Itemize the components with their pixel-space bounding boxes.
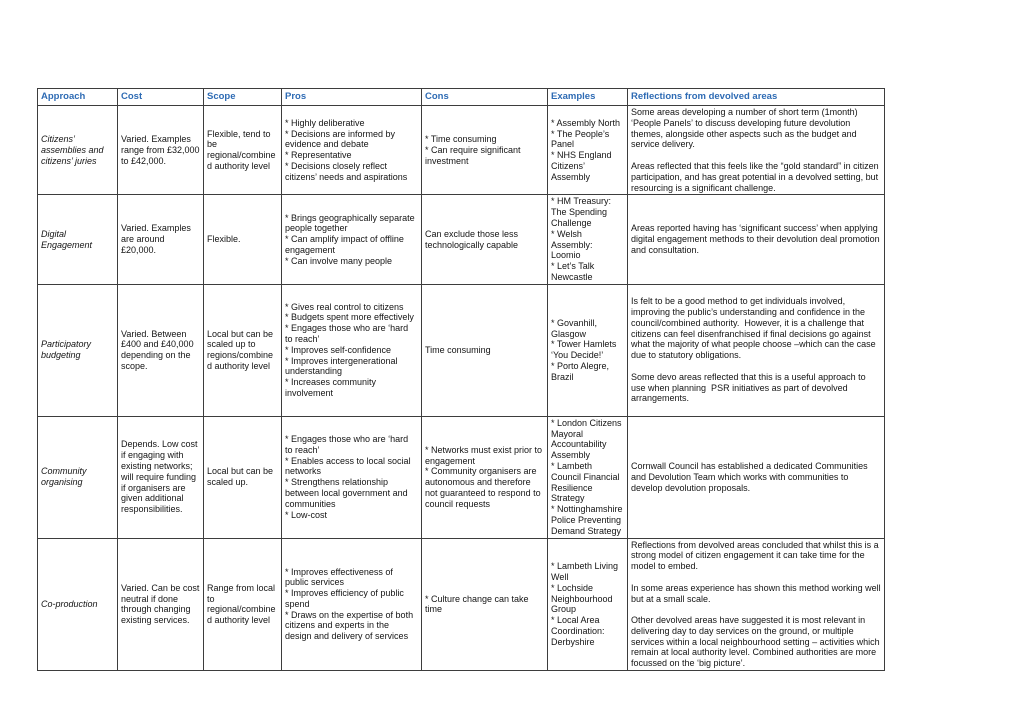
cons-cell: * Networks must exist prior to engagemen…: [421, 415, 548, 539]
examples-cell: * Assembly North * The People’s Panel * …: [547, 104, 628, 196]
pros-cell: * Improves effectiveness of public servi…: [281, 537, 422, 672]
cost-cell: Varied. Examples are around £20,000.: [117, 194, 204, 285]
cons-cell: * Time consuming * Can require significa…: [421, 104, 548, 196]
cost-cell: Varied. Between £400 and £40,000 dependi…: [117, 283, 204, 417]
cons-cell: Time consuming: [421, 283, 548, 417]
reflections-cell: Areas reported having has ‘significant s…: [627, 194, 885, 285]
cost-cell: Depends. Low cost if engaging with exist…: [117, 415, 204, 539]
pros-cell: * Engages those who are ‘hard to reach’ …: [281, 415, 422, 539]
pros-cell: * Gives real control to citizens * Budge…: [281, 283, 422, 417]
approach-cell: Co-production: [37, 537, 118, 672]
pros-cell: * Highly deliberative * Decisions are in…: [281, 104, 422, 196]
scope-cell: Flexible.: [203, 194, 282, 285]
table-row-digital-engagement: Digital Engagement Varied. Examples are …: [37, 194, 885, 285]
header-row: Approach Cost Scope Pros Cons Examples R…: [37, 88, 885, 106]
engagement-methods-table: Approach Cost Scope Pros Cons Examples R…: [37, 88, 885, 672]
table-row-community-organising: Community organising Depends. Low cost i…: [37, 415, 885, 539]
examples-cell: * HM Treasury: The Spending Challenge * …: [547, 194, 628, 285]
table-row-participatory-budgeting: Participatory budgeting Varied. Between …: [37, 283, 885, 417]
approach-cell: Community organising: [37, 415, 118, 539]
column-header-cons: Cons: [421, 88, 548, 106]
reflections-cell: Cornwall Council has established a dedic…: [627, 415, 885, 539]
table-row-citizens-assemblies: Citizens’ assemblies and citizens’ jurie…: [37, 104, 885, 196]
column-header-cost: Cost: [117, 88, 204, 106]
cost-cell: Varied. Examples range from £32,000 to £…: [117, 104, 204, 196]
reflections-cell: Reflections from devolved areas conclude…: [627, 537, 885, 672]
approach-cell: Participatory budgeting: [37, 283, 118, 417]
table-row-co-production: Co-production Varied. Can be cost neutra…: [37, 537, 885, 672]
reflections-cell: Is felt to be a good method to get indiv…: [627, 283, 885, 417]
column-header-reflections: Reflections from devolved areas: [627, 88, 885, 106]
column-header-approach: Approach: [37, 88, 118, 106]
column-header-pros: Pros: [281, 88, 422, 106]
cons-cell: Can exclude those less technologically c…: [421, 194, 548, 285]
column-header-scope: Scope: [203, 88, 282, 106]
cost-cell: Varied. Can be cost neutral if done thro…: [117, 537, 204, 672]
column-header-examples: Examples: [547, 88, 628, 106]
reflections-cell: Some areas developing a number of short …: [627, 104, 885, 196]
examples-cell: * London Citizens Mayoral Accountability…: [547, 415, 628, 539]
cons-cell: * Culture change can take time: [421, 537, 548, 672]
examples-cell: * Govanhill, Glasgow * Tower Hamlets ‘Yo…: [547, 283, 628, 417]
approach-cell: Citizens’ assemblies and citizens’ jurie…: [37, 104, 118, 196]
approach-cell: Digital Engagement: [37, 194, 118, 285]
examples-cell: * Lambeth Living Well * Lochside Neighbo…: [547, 537, 628, 672]
scope-cell: Local but can be scaled up to regions/co…: [203, 283, 282, 417]
scope-cell: Local but can be scaled up.: [203, 415, 282, 539]
pros-cell: * Brings geographically separate people …: [281, 194, 422, 285]
scope-cell: Flexible, tend to be regional/combined a…: [203, 104, 282, 196]
scope-cell: Range from local to regional/combined au…: [203, 537, 282, 672]
